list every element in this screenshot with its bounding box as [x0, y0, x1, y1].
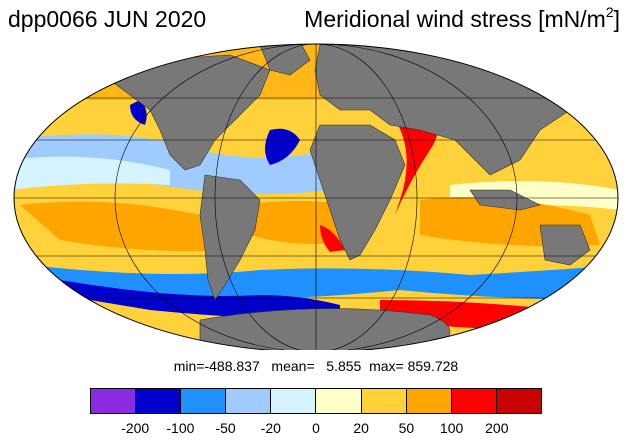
world-map: [13, 43, 619, 350]
colorbar-tick-label: -50: [215, 420, 236, 436]
australia: [539, 224, 591, 266]
unit-close-bracket: ]: [613, 6, 620, 32]
graticule: [14, 44, 618, 350]
atlantic-blue: [265, 128, 300, 165]
colorbar: [90, 388, 542, 414]
colorbar-ticks: -200 -100 -50 -20 0 20 50 100 200: [0, 420, 632, 440]
colorbar-swatch: [271, 389, 317, 413]
benguela-jet: [320, 225, 345, 252]
map-title: dpp0066 JUN 2020: [8, 6, 207, 32]
meridian-120: [114, 44, 518, 350]
colorbar-swatch: [361, 389, 407, 413]
colorbar-swatch: [406, 389, 452, 413]
field-statistics: min=-488.837 mean= 5.855 max= 859.728: [173, 358, 459, 374]
variable-name: Meridional wind stress [mN/m: [304, 6, 606, 32]
variable-title: Meridional wind stress [mN/m2]: [304, 4, 620, 33]
colorbar-swatch: [91, 389, 137, 413]
unit-exponent: 2: [605, 4, 614, 20]
band-south-pacific: [20, 201, 232, 252]
pacific-blue: [130, 100, 147, 125]
colorbar-tick-label: 200: [485, 420, 509, 436]
band-equator-light: [14, 156, 170, 190]
indonesia: [469, 189, 541, 211]
colorbar-tick-label: -200: [121, 420, 150, 436]
north-america: [109, 54, 271, 171]
colorbar-swatch: [496, 389, 541, 413]
colorbar-tick-label: 0: [312, 420, 320, 436]
colorbar-tick-label: 100: [439, 420, 464, 436]
colorbar-swatch: [451, 389, 497, 413]
colorbar-tick-label: -100: [166, 420, 195, 436]
colorbar-swatch: [136, 389, 182, 413]
greenland: [259, 44, 311, 76]
colorbar-tick-label: -20: [260, 420, 281, 436]
band-southern-blue: [30, 265, 618, 300]
map-field: [14, 44, 618, 350]
colorbar-tick-label: 50: [398, 420, 415, 436]
band-southern-deep: [60, 280, 340, 320]
colorbar-swatch: [316, 389, 362, 413]
colorbar-tick-label: 20: [353, 420, 369, 436]
meridian-60: [214, 44, 418, 350]
colorbar-swatch: [181, 389, 227, 413]
colorbar-swatch: [226, 389, 272, 413]
globe-outline: [13, 43, 619, 350]
